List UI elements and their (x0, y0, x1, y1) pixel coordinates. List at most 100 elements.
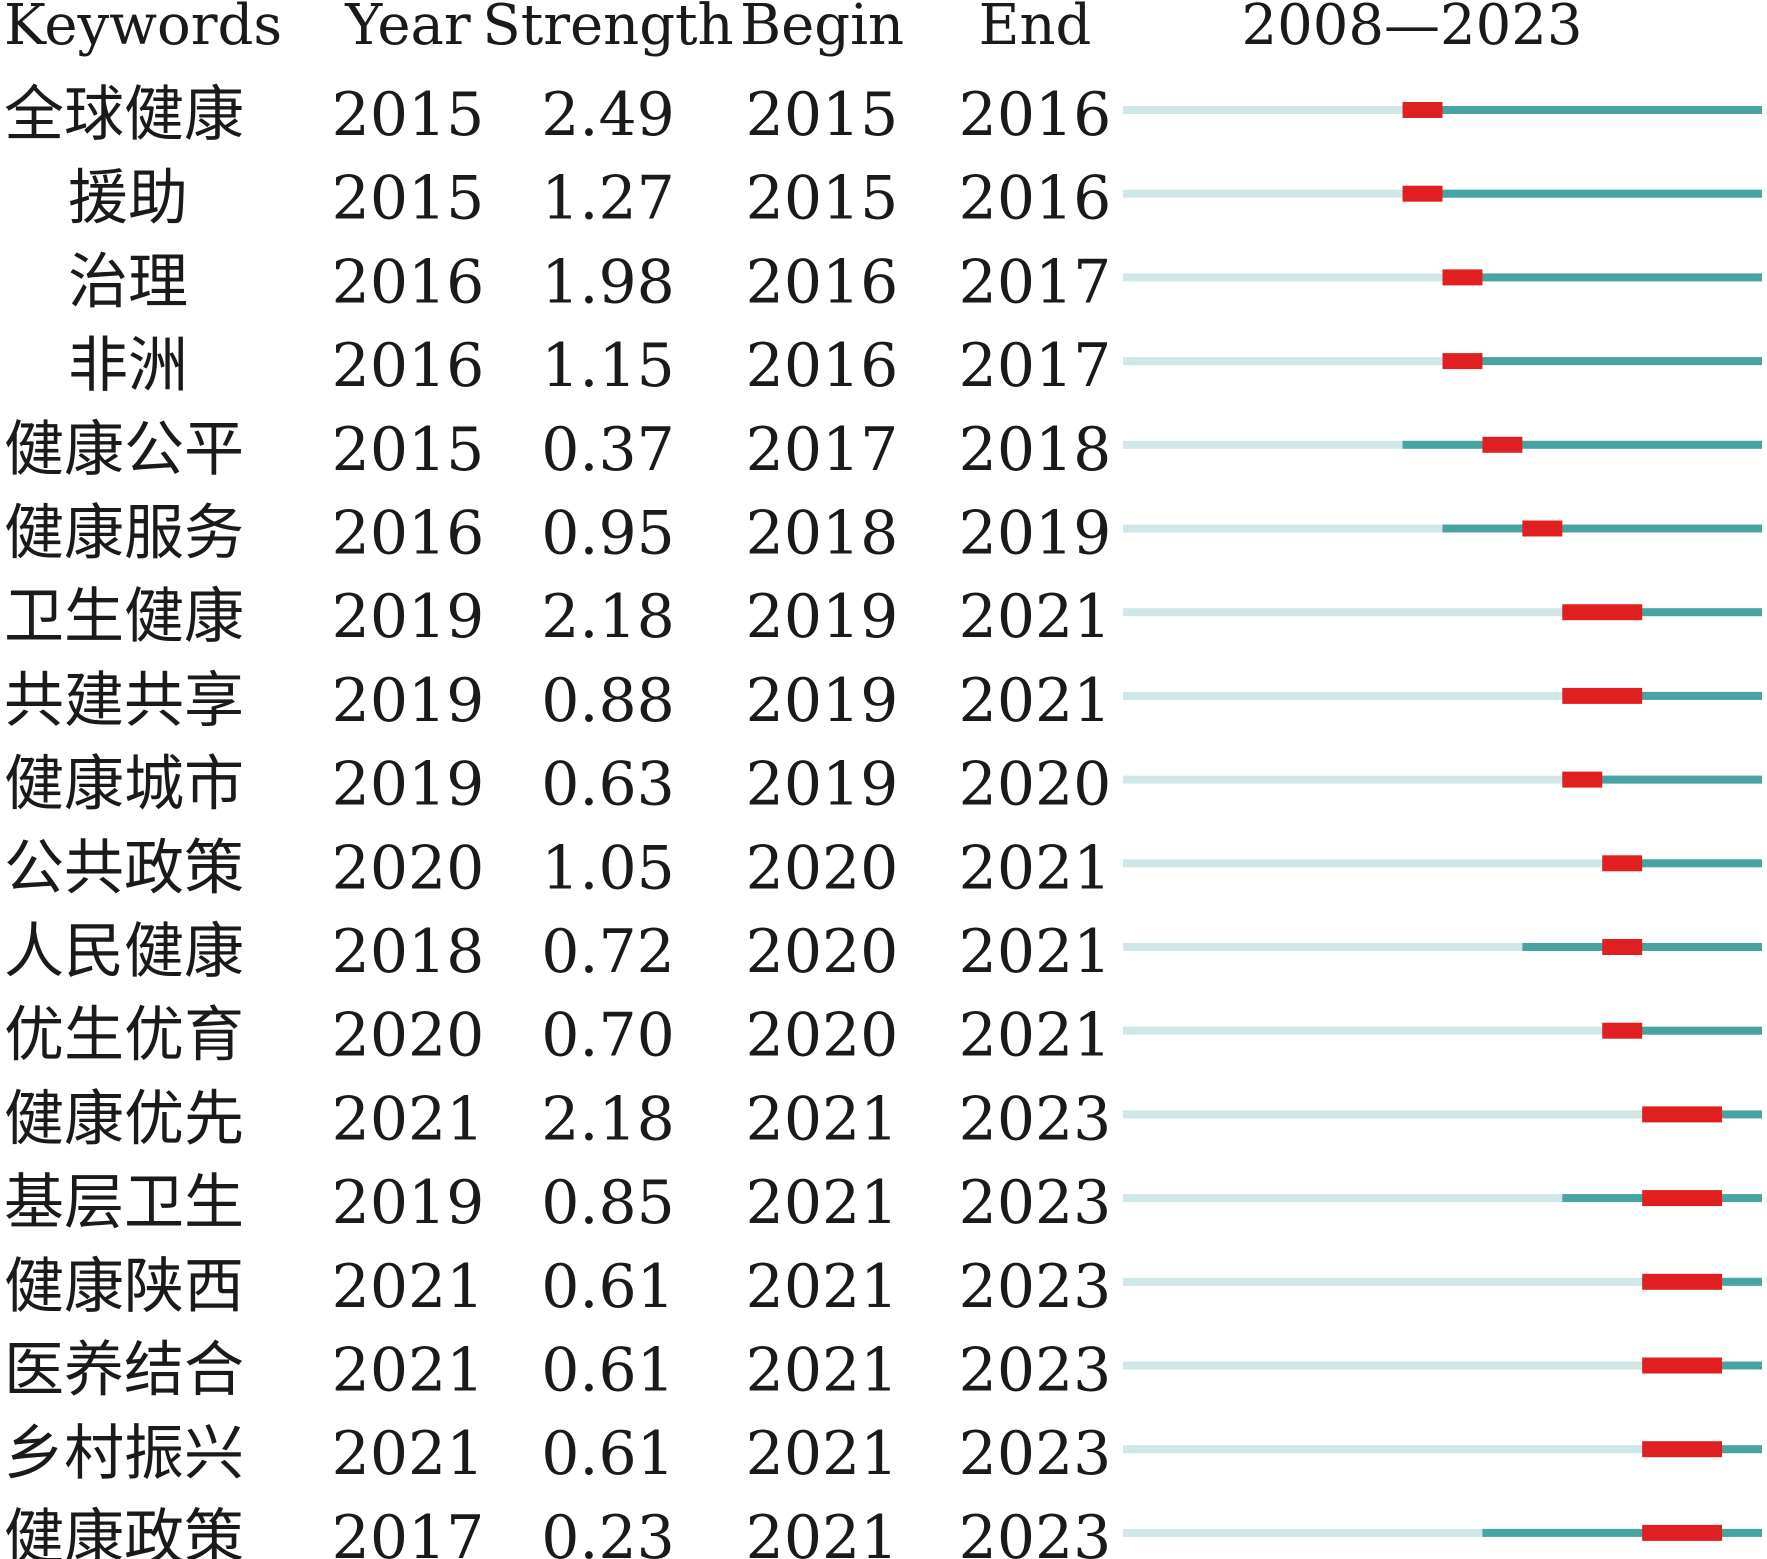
burst-bar (1642, 1524, 1723, 1541)
table-row: 医养结合 2021 0.61 2021 2023 (4, 1336, 1762, 1406)
burst-bar (1642, 1273, 1723, 1290)
strength-value: 0.88 (541, 666, 675, 736)
begin-value: 2021 (746, 1252, 899, 1322)
burst-bar (1522, 520, 1563, 537)
timeline-active (1562, 691, 1762, 700)
header-year: Year (344, 0, 471, 58)
table-row: 基层卫生 2019 0.85 2021 2023 (4, 1168, 1762, 1238)
burst-bar (1402, 185, 1443, 202)
timeline-active (1562, 608, 1762, 617)
end-value: 2023 (959, 1336, 1112, 1406)
table-row: 共建共享 2019 0.88 2019 2021 (4, 666, 1762, 736)
timeline-active (1602, 1026, 1762, 1035)
keyword-label: 基层卫生 (4, 1168, 244, 1238)
year-value: 2018 (332, 917, 485, 987)
header-keywords: Keywords (4, 0, 282, 58)
end-value: 2021 (959, 833, 1112, 903)
end-value: 2021 (959, 582, 1112, 652)
year-value: 2015 (332, 415, 485, 485)
timeline-active (1482, 1528, 1762, 1537)
timeline-inactive (1123, 943, 1762, 951)
strength-value: 0.72 (541, 917, 675, 987)
end-value: 2019 (959, 499, 1112, 569)
table-row: 健康陕西 2021 0.61 2021 2023 (4, 1252, 1762, 1322)
table-row: 健康服务 2016 0.95 2018 2019 (4, 499, 1762, 569)
end-value: 2023 (959, 1419, 1112, 1489)
table-row: 非洲 2016 1.15 2016 2017 (68, 331, 1762, 401)
timeline-inactive (1123, 691, 1762, 700)
year-value: 2019 (332, 1168, 485, 1238)
strength-value: 1.27 (541, 164, 675, 234)
year-value: 2020 (332, 1001, 485, 1071)
keyword-label: 全球健康 (4, 80, 244, 150)
keyword-label: 健康城市 (4, 750, 244, 820)
table-row: 公共政策 2020 1.05 2020 2021 (4, 833, 1762, 903)
year-value: 2021 (332, 1419, 485, 1489)
year-value: 2015 (332, 164, 485, 234)
strength-value: 0.37 (541, 415, 675, 485)
timeline-inactive (1123, 1026, 1762, 1035)
begin-value: 2019 (746, 582, 899, 652)
timeline-active (1402, 189, 1762, 198)
begin-value: 2018 (746, 499, 899, 569)
burst-bar (1642, 1441, 1723, 1458)
end-value: 2016 (959, 80, 1112, 150)
year-value: 2019 (332, 666, 485, 736)
strength-value: 0.61 (541, 1252, 675, 1322)
begin-value: 2021 (746, 1336, 899, 1406)
end-value: 2021 (959, 666, 1112, 736)
strength-value: 2.18 (541, 582, 675, 652)
begin-value: 2019 (746, 750, 899, 820)
table-row: 健康公平 2015 0.37 2017 2018 (4, 415, 1762, 485)
strength-value: 2.49 (541, 80, 675, 150)
burst-bar (1642, 1357, 1723, 1374)
table-row: 全球健康 2015 2.49 2015 2016 (4, 80, 1762, 150)
keyword-label: 健康公平 (4, 415, 244, 485)
keyword-label: 医养结合 (4, 1336, 244, 1406)
year-value: 2021 (332, 1336, 485, 1406)
year-value: 2019 (332, 582, 485, 652)
year-value: 2021 (332, 1252, 485, 1322)
keyword-label: 健康政策 (4, 1503, 244, 1559)
table-row: 人民健康 2018 0.72 2020 2021 (4, 917, 1762, 987)
begin-value: 2021 (746, 1419, 899, 1489)
end-value: 2023 (959, 1168, 1112, 1238)
keyword-label: 治理 (68, 247, 188, 317)
keyword-label: 健康陕西 (4, 1252, 244, 1322)
timeline-active (1402, 106, 1762, 114)
table-row: 健康城市 2019 0.63 2019 2020 (4, 750, 1762, 820)
table-row: 治理 2016 1.98 2016 2017 (68, 247, 1762, 317)
strength-value: 0.61 (541, 1419, 675, 1489)
burst-bar (1442, 353, 1483, 370)
burst-bar (1602, 939, 1643, 955)
burst-bar (1442, 269, 1483, 286)
begin-value: 2015 (746, 80, 899, 150)
begin-value: 2020 (746, 833, 899, 903)
burst-bar (1602, 1022, 1643, 1039)
keyword-label: 非洲 (68, 331, 188, 401)
strength-value: 1.98 (541, 247, 675, 317)
table-row: 乡村振兴 2021 0.61 2021 2023 (4, 1419, 1762, 1489)
keyword-label: 人民健康 (4, 917, 244, 987)
end-value: 2017 (959, 331, 1112, 401)
timeline-active (1442, 273, 1762, 282)
year-value: 2017 (332, 1503, 485, 1559)
strength-value: 0.61 (541, 1336, 675, 1406)
header-row: Keywords Year Strength Begin End 2008—20… (4, 0, 1583, 58)
strength-value: 0.70 (541, 1001, 675, 1071)
timeline-active (1442, 524, 1762, 533)
year-value: 2015 (332, 80, 485, 150)
table-row: 健康优先 2021 2.18 2021 2023 (4, 1084, 1762, 1154)
year-value: 2016 (332, 247, 485, 317)
begin-value: 2020 (746, 1001, 899, 1071)
strength-value: 1.15 (541, 331, 675, 401)
end-value: 2023 (959, 1084, 1112, 1154)
keyword-label: 优生优育 (4, 1001, 244, 1071)
end-value: 2016 (959, 164, 1112, 234)
begin-value: 2017 (746, 415, 899, 485)
year-value: 2016 (332, 331, 485, 401)
timeline-inactive (1123, 859, 1762, 868)
end-value: 2020 (959, 750, 1112, 820)
header-end: End (979, 0, 1092, 58)
